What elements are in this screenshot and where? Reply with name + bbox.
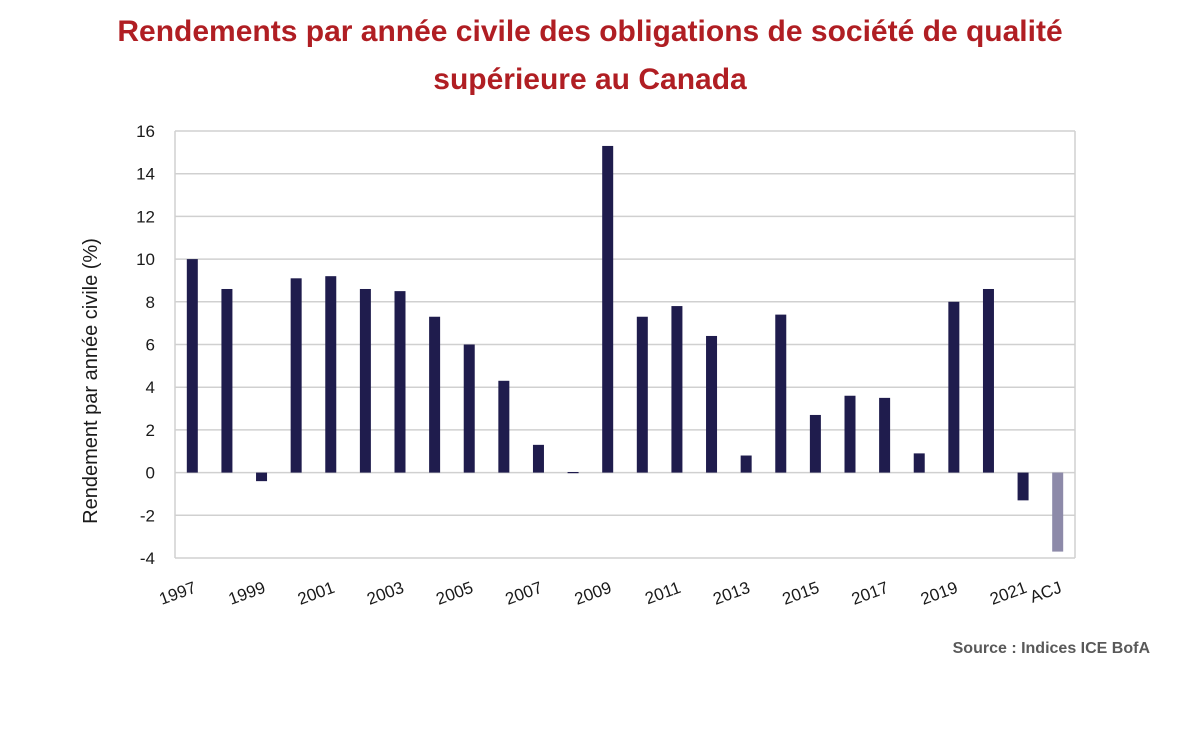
- bar-1997: [186, 259, 198, 473]
- bar-2016: [844, 395, 856, 473]
- x-tick-label: 2017: [849, 578, 891, 609]
- y-axis-title: Rendement par année civile (%): [80, 238, 102, 524]
- y-tick-label: 10: [136, 250, 155, 269]
- bar-layer: [186, 145, 1064, 552]
- y-tick-label: 4: [146, 378, 155, 397]
- x-tick-label: 2015: [780, 578, 822, 609]
- bar-2013: [740, 455, 752, 473]
- bar-2020: [982, 288, 994, 473]
- bar-2002: [359, 288, 371, 473]
- bar-2017: [879, 397, 891, 473]
- y-tick-label: 2: [146, 421, 155, 440]
- bar-2001: [325, 276, 337, 473]
- x-tick-label: 2005: [434, 578, 476, 609]
- x-tick-label: 2019: [918, 578, 960, 609]
- x-tick-labels: 1997 1999 2001 2003 2005 2007 2009 2011 2013 2015…: [157, 578, 1064, 609]
- bar-2009: [602, 145, 614, 473]
- y-tick-label: 14: [136, 165, 155, 184]
- bar-2021: [1017, 472, 1029, 501]
- bar-1998: [221, 288, 233, 473]
- bar-2019: [948, 301, 960, 473]
- bar-ACJ: [1052, 472, 1064, 552]
- bar-2004: [429, 316, 441, 473]
- grid-layer: [174, 130, 1076, 559]
- x-tick-label: 2021: [987, 578, 1029, 609]
- bar-2010: [636, 316, 648, 473]
- bar-2005: [463, 344, 475, 473]
- bar-2003: [394, 291, 406, 473]
- y-tick-label: 0: [146, 464, 155, 483]
- y-tick-label: -2: [140, 506, 155, 525]
- x-tick-label: 1999: [226, 578, 268, 609]
- x-tick-label: 2003: [364, 578, 406, 609]
- bar-2000: [290, 278, 302, 473]
- bar-2008: [567, 472, 579, 474]
- x-tick-label: 2001: [295, 578, 337, 609]
- y-tick-label: 8: [146, 293, 155, 312]
- x-tick-label: 1997: [157, 578, 199, 609]
- bar-2015: [809, 414, 821, 473]
- y-tick-label: 6: [146, 336, 155, 355]
- bar-2007: [532, 444, 544, 473]
- bar-1999: [256, 472, 268, 482]
- bar-2014: [775, 314, 787, 473]
- y-tick-label: 12: [136, 207, 155, 226]
- bar-2018: [913, 453, 925, 473]
- x-tick-label: 2007: [503, 578, 545, 609]
- bar-2012: [706, 335, 718, 473]
- x-tick-label: 2013: [710, 578, 752, 609]
- x-tick-label: 2009: [572, 578, 614, 609]
- y-tick-labels: -4 -2 0 2 4 6 8 10 12 14 16: [136, 122, 155, 568]
- bar-2011: [671, 306, 683, 473]
- x-tick-label: 2011: [642, 578, 683, 608]
- y-tick-label: 16: [136, 122, 155, 141]
- x-tick-label: ACJ: [1027, 578, 1064, 607]
- source-note: Source : Indices ICE BofA: [952, 640, 1150, 657]
- y-tick-label: -4: [140, 549, 155, 568]
- chart-title: Rendements par année civile des obligati…: [117, 15, 1063, 96]
- bar-2006: [498, 380, 510, 473]
